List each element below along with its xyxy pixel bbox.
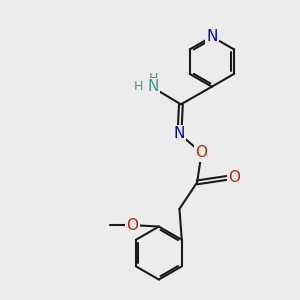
Text: N: N (174, 126, 185, 141)
Text: H: H (134, 80, 143, 93)
Text: H: H (148, 72, 158, 85)
Text: N: N (206, 29, 218, 44)
Text: O: O (228, 170, 240, 185)
Text: O: O (126, 218, 138, 232)
Text: O: O (196, 146, 208, 160)
Text: N: N (147, 79, 159, 94)
